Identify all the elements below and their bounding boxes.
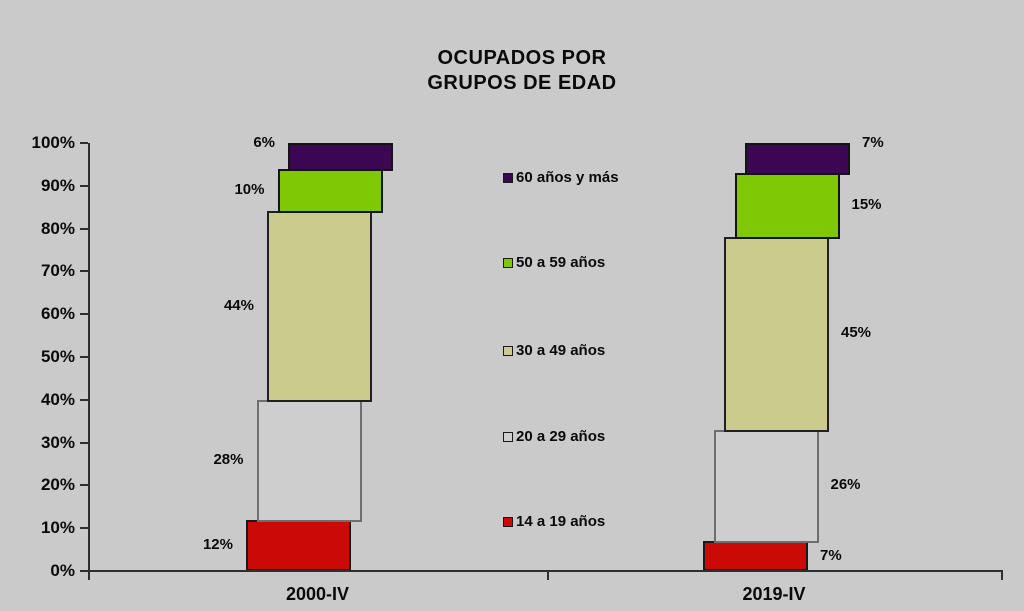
legend-swatch-icon — [503, 517, 513, 527]
legend-label: 14 a 19 años — [516, 513, 606, 530]
bar-segment-2000-IV-30-a-49-años — [267, 211, 372, 402]
y-axis-tick — [80, 484, 88, 487]
y-axis-tick-label: 90% — [40, 175, 75, 195]
x-axis-tick — [88, 571, 90, 580]
x-axis-tick — [1001, 571, 1003, 580]
bar-segment-2019-IV-60-años-y-más — [745, 143, 850, 175]
chart-title: OCUPADOS POR GRUPOS DE EDAD — [427, 47, 617, 94]
legend-item: 60 años y más — [503, 169, 619, 187]
legend-swatch-icon — [503, 173, 513, 183]
y-axis-tick-label: 100% — [31, 133, 75, 152]
legend-label: 50 a 59 años — [516, 254, 606, 271]
legend-label: 30 a 49 años — [516, 342, 606, 359]
bar-segment-2019-IV-50-a-59-años — [734, 172, 840, 240]
bar-segment-2000-IV-60-años-y-más — [288, 143, 393, 171]
y-axis-tick — [80, 570, 88, 572]
y-axis-tick — [80, 227, 88, 230]
bar-segment-2019-IV-30-a-49-años — [724, 237, 829, 432]
legend-swatch-icon — [503, 258, 513, 268]
legend-item: 30 a 49 años — [503, 342, 605, 360]
bar-segment-2000-IV-14-a-19-años — [246, 519, 351, 571]
y-axis-tick-label: 60% — [40, 304, 75, 324]
data-label: 6% — [253, 134, 275, 151]
legend-label: 60 años y más — [516, 169, 619, 186]
bar-segment-2019-IV-14-a-19-años — [703, 541, 808, 571]
data-label: 7% — [820, 547, 842, 565]
y-axis-tick-label: 50% — [40, 347, 75, 366]
y-axis-tick-label: 0% — [50, 561, 75, 580]
y-axis-tick — [80, 184, 88, 187]
data-label: 12% — [202, 536, 233, 554]
y-axis-tick — [80, 142, 88, 144]
y-axis-tick — [80, 313, 88, 316]
x-axis-tick — [547, 571, 549, 580]
y-axis-tick — [80, 270, 88, 273]
y-axis-tick — [80, 441, 88, 444]
data-label: 45% — [841, 324, 872, 342]
data-label: 26% — [830, 476, 861, 494]
data-label: 28% — [213, 450, 244, 468]
x-axis-label: 2000-IV — [285, 584, 350, 604]
y-axis-tick-label: 80% — [40, 218, 75, 238]
bar-segment-2019-IV-20-a-29-años — [713, 429, 819, 544]
legend-item: 50 a 59 años — [503, 254, 605, 272]
legend-label: 20 a 29 años — [516, 428, 606, 445]
data-label: 10% — [234, 181, 265, 199]
y-axis-tick-label: 30% — [40, 432, 75, 452]
legend-swatch-icon — [503, 346, 513, 356]
data-label: 15% — [851, 196, 882, 214]
y-axis-line — [88, 143, 90, 572]
y-axis-tick-label: 40% — [40, 389, 75, 409]
y-axis-tick-label: 70% — [40, 261, 75, 281]
y-axis-tick-label: 20% — [40, 475, 75, 495]
bar-segment-2000-IV-50-a-59-años — [277, 168, 383, 214]
x-axis-line — [88, 570, 1003, 572]
y-axis-tick — [80, 398, 88, 401]
legend-swatch-icon — [503, 432, 513, 442]
legend-item: 14 a 19 años — [503, 513, 605, 531]
bar-segment-2000-IV-20-a-29-años — [256, 399, 362, 522]
y-axis-tick — [80, 527, 88, 530]
data-label: 44% — [223, 296, 254, 314]
legend-item: 20 a 29 años — [503, 428, 605, 446]
y-axis-tick-label: 10% — [40, 518, 75, 538]
data-label: 7% — [862, 134, 884, 151]
x-axis-label: 2019-IV — [742, 584, 806, 604]
y-axis-tick — [80, 356, 88, 358]
